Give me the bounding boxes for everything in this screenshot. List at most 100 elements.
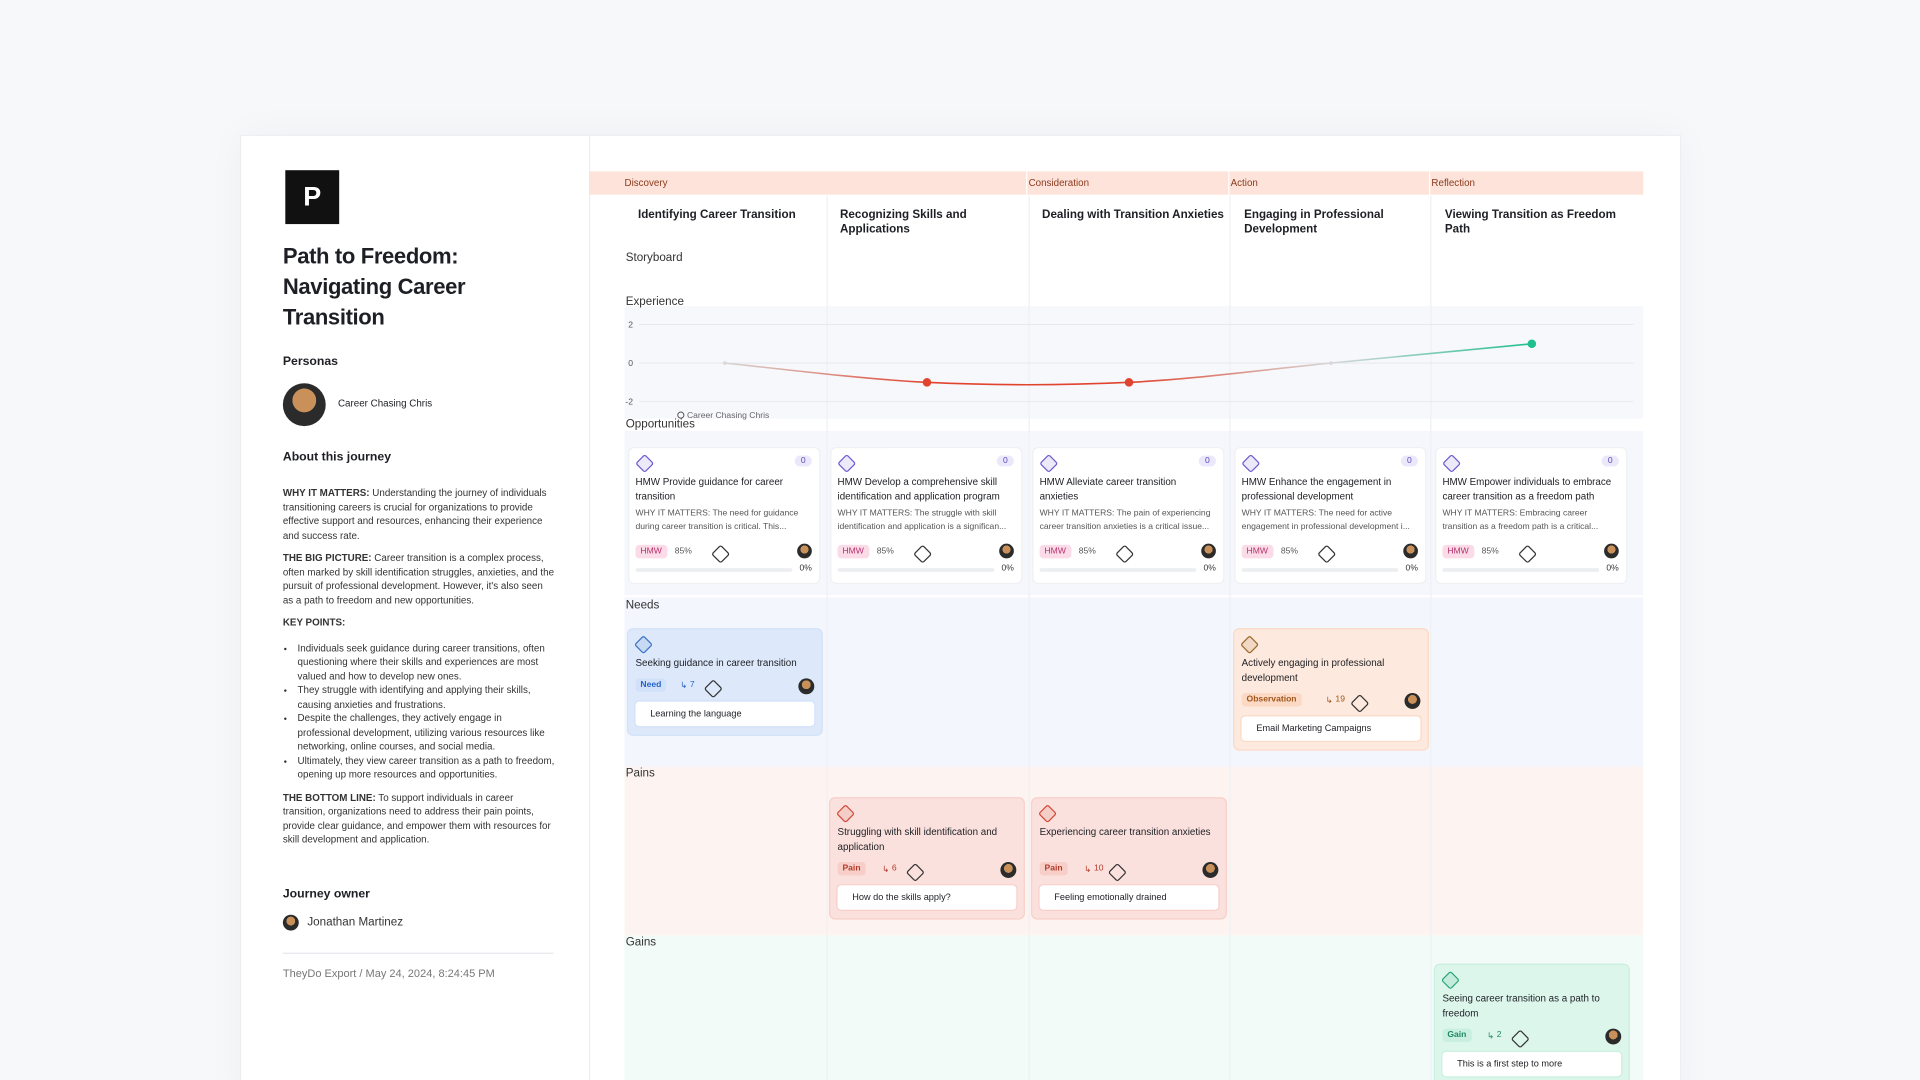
icon: [1108, 862, 1128, 882]
label: WHY IT MATTERS:: [282, 487, 370, 499]
phase-header: Action: [1229, 171, 1429, 195]
opportunity-card: 0 HMW Enhance the engagement in professio…: [1235, 448, 1426, 583]
insight: Email Marketing Campaigns: [1241, 716, 1421, 741]
divider: [282, 952, 554, 954]
icon: [1442, 453, 1462, 473]
pain-card: Experiencing career transition anxieties…: [1032, 798, 1226, 919]
score: 85%: [674, 547, 692, 556]
need-card: Actively engaging in professional develo…: [1234, 629, 1428, 750]
opportunity-card: 0 HMW Empower individuals to embrace care…: [1436, 448, 1627, 583]
progress-track: [837, 568, 995, 572]
logo: P: [285, 170, 340, 225]
pain-card: Struggling with skill identification and…: [830, 798, 1024, 919]
label: THE BOTTOM LINE:: [282, 791, 376, 803]
icon: [1241, 453, 1261, 473]
sidebar: [240, 134, 591, 1080]
tag: Pain: [837, 862, 866, 876]
stage-title: Identifying Career Transition: [637, 208, 796, 222]
tag: HMW: [635, 544, 667, 559]
link-count: 2: [1496, 1031, 1502, 1040]
owner-avatar: [282, 914, 299, 931]
avatar: [798, 678, 815, 695]
progress-label: 0%: [1001, 564, 1014, 574]
avatar: [999, 543, 1014, 559]
icon: [711, 544, 731, 564]
key-point: They struggle with identifying and apply…: [298, 683, 555, 711]
link-icon: ↳: [882, 865, 890, 875]
owner-label: Journey owner: [282, 887, 370, 902]
icon: [1038, 804, 1058, 824]
progress-track: [1241, 568, 1399, 572]
link-icon: ↳: [1084, 865, 1092, 875]
stage-title: Viewing Transition as Freedom Path: [1444, 208, 1617, 237]
icon: [1039, 453, 1059, 473]
tag: Pain: [1039, 862, 1068, 876]
opportunity-text: WHY IT MATTERS: The need for active enga…: [1241, 509, 1410, 531]
lane-label: Storyboard: [625, 251, 683, 265]
score: 85%: [1481, 547, 1499, 556]
icon: [633, 635, 653, 655]
insight: How do the skills apply?: [837, 885, 1017, 910]
stage-title: Recognizing Skills and Applications: [840, 208, 967, 237]
avatar: [1201, 543, 1216, 559]
link-icon: ↳: [1325, 696, 1333, 706]
icon: [1518, 544, 1538, 564]
link-count: 6: [891, 864, 897, 874]
insight: Feeling emotionally drained: [1039, 885, 1219, 910]
text: Understanding the journey of individuals…: [282, 487, 547, 541]
score: 85%: [1078, 547, 1096, 556]
card-title: Seeing career transition as a path to fr…: [1442, 993, 1600, 1019]
link-count: 10: [1093, 864, 1104, 874]
key-point: Ultimately, they view career transition …: [298, 754, 555, 782]
opportunity-text: WHY IT MATTERS: The need for guidance du…: [635, 509, 799, 531]
text: Career transition is a complex process, …: [282, 552, 555, 606]
lane-label: Opportunities: [625, 417, 695, 432]
lane-label: Gains: [625, 935, 657, 949]
lane-bg: [624, 306, 1644, 419]
icon: [906, 862, 926, 882]
vote-pill: 0: [996, 455, 1014, 467]
icon: [1511, 1029, 1531, 1049]
avatar: [797, 543, 812, 559]
key-point: Individuals seek guidance during career …: [298, 641, 555, 683]
card-title: Experiencing career transition anxieties: [1039, 826, 1211, 838]
opportunity-title: HMW Provide guidance for career transiti…: [635, 476, 784, 503]
tag: HMW: [1241, 544, 1273, 559]
journey-title: Path to Freedom: Navigating Career Trans…: [282, 243, 466, 330]
icon: [1317, 544, 1337, 564]
tag: Gain: [1442, 1028, 1472, 1043]
export-info: TheyDo Export / May 24, 2024, 8:24:45 PM: [282, 967, 495, 980]
tag: HMW: [837, 544, 869, 559]
icon: [1115, 544, 1135, 564]
gain-card: Seeing career transition as a path to fr…: [1435, 964, 1629, 1080]
owner-name: Jonathan Martinez: [307, 915, 404, 930]
icon: [1349, 693, 1369, 713]
link-icon: ↳: [680, 682, 688, 691]
vote-pill: 0: [1198, 455, 1216, 467]
score: 85%: [1280, 547, 1298, 556]
progress-label: 0%: [799, 564, 812, 574]
score: 85%: [876, 547, 894, 556]
opportunity-title: HMW Develop a comprehensive skill identi…: [837, 476, 1000, 503]
column-divider: [826, 195, 828, 1080]
stage-title: Dealing with Transition Anxieties: [1042, 208, 1224, 222]
icon: [1440, 970, 1460, 990]
opportunity-title: HMW Empower individuals to embrace caree…: [1442, 476, 1612, 503]
phase-header: Reflection: [1430, 171, 1644, 195]
opportunity-title: HMW Alleviate career transition anxietie…: [1039, 476, 1177, 503]
tag: Observation: [1241, 693, 1302, 707]
opportunity-card: 0 HMW Provide guidance for career transit…: [629, 448, 820, 583]
opportunity-text: WHY IT MATTERS: Embracing career transit…: [1442, 509, 1599, 531]
persona-name: Career Chasing Chris: [337, 397, 433, 409]
avatar: [1604, 543, 1619, 559]
lane-label: Needs: [625, 598, 660, 613]
phase-header: Discovery: [588, 171, 1027, 195]
label: KEY POINTS:: [282, 617, 346, 629]
about-label: About this journey: [282, 450, 392, 465]
tag: Need: [635, 678, 667, 692]
avatar: [1202, 862, 1219, 878]
link-icon: ↳: [1487, 1032, 1495, 1041]
progress-label: 0%: [1606, 564, 1619, 574]
stage-title: Engaging in Professional Development: [1244, 208, 1384, 237]
opportunity-card: 0 HMW Develop a comprehensive skill ident…: [831, 448, 1022, 583]
